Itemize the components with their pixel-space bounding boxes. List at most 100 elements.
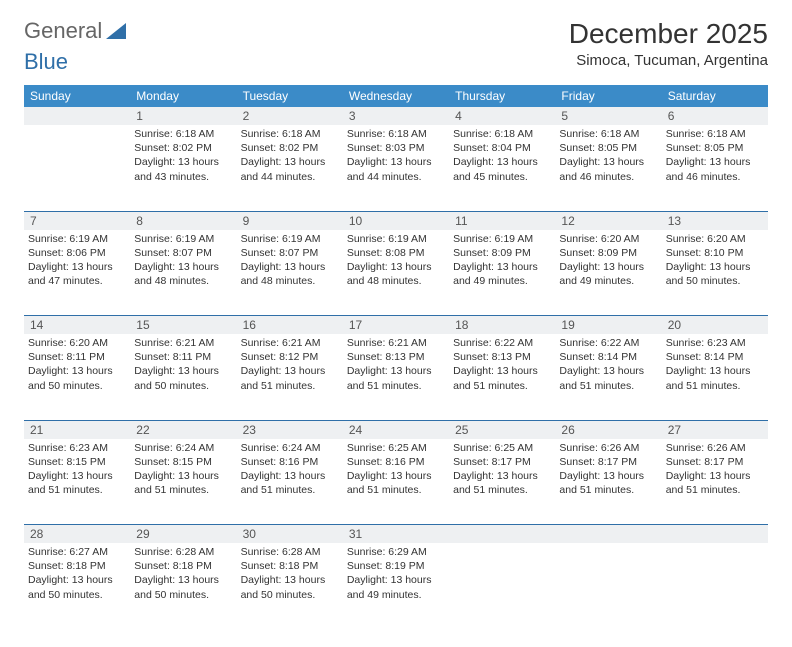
- logo-triangle-icon: [106, 23, 126, 39]
- day-cell: Sunrise: 6:18 AMSunset: 8:02 PMDaylight:…: [237, 125, 343, 211]
- day-number: 14: [24, 316, 130, 335]
- day-number: 6: [662, 107, 768, 125]
- day-cell: Sunrise: 6:18 AMSunset: 8:04 PMDaylight:…: [449, 125, 555, 211]
- day-cell: Sunrise: 6:18 AMSunset: 8:05 PMDaylight:…: [555, 125, 661, 211]
- calendar-table: Sunday Monday Tuesday Wednesday Thursday…: [24, 85, 768, 629]
- day-cell: Sunrise: 6:22 AMSunset: 8:14 PMDaylight:…: [555, 334, 661, 420]
- day-cell: Sunrise: 6:28 AMSunset: 8:18 PMDaylight:…: [237, 543, 343, 629]
- day-details: Sunrise: 6:19 AMSunset: 8:06 PMDaylight:…: [28, 230, 126, 289]
- day-cell: Sunrise: 6:24 AMSunset: 8:15 PMDaylight:…: [130, 439, 236, 525]
- day-details: Sunrise: 6:23 AMSunset: 8:15 PMDaylight:…: [28, 439, 126, 498]
- week-row: Sunrise: 6:20 AMSunset: 8:11 PMDaylight:…: [24, 334, 768, 420]
- day-number: 24: [343, 420, 449, 439]
- day-cell: Sunrise: 6:26 AMSunset: 8:17 PMDaylight:…: [555, 439, 661, 525]
- day-details: Sunrise: 6:19 AMSunset: 8:07 PMDaylight:…: [241, 230, 339, 289]
- day-number: 23: [237, 420, 343, 439]
- day-number: 8: [130, 211, 236, 230]
- weekday-header: Monday: [130, 85, 236, 107]
- day-details: Sunrise: 6:25 AMSunset: 8:16 PMDaylight:…: [347, 439, 445, 498]
- day-cell: Sunrise: 6:22 AMSunset: 8:13 PMDaylight:…: [449, 334, 555, 420]
- day-cell: Sunrise: 6:19 AMSunset: 8:09 PMDaylight:…: [449, 230, 555, 316]
- weekday-header: Wednesday: [343, 85, 449, 107]
- day-cell: Sunrise: 6:25 AMSunset: 8:16 PMDaylight:…: [343, 439, 449, 525]
- day-details: Sunrise: 6:18 AMSunset: 8:05 PMDaylight:…: [559, 125, 657, 184]
- day-cell: Sunrise: 6:19 AMSunset: 8:07 PMDaylight:…: [237, 230, 343, 316]
- day-number: 18: [449, 316, 555, 335]
- day-details: Sunrise: 6:18 AMSunset: 8:02 PMDaylight:…: [134, 125, 232, 184]
- day-number: 26: [555, 420, 661, 439]
- day-cell: Sunrise: 6:20 AMSunset: 8:09 PMDaylight:…: [555, 230, 661, 316]
- day-details: Sunrise: 6:23 AMSunset: 8:14 PMDaylight:…: [666, 334, 764, 393]
- day-details: Sunrise: 6:29 AMSunset: 8:19 PMDaylight:…: [347, 543, 445, 602]
- day-number: 28: [24, 525, 130, 544]
- day-cell: Sunrise: 6:24 AMSunset: 8:16 PMDaylight:…: [237, 439, 343, 525]
- day-number: 31: [343, 525, 449, 544]
- logo-text-general: General: [24, 18, 102, 44]
- day-details: Sunrise: 6:26 AMSunset: 8:17 PMDaylight:…: [559, 439, 657, 498]
- day-number: 20: [662, 316, 768, 335]
- week-row: Sunrise: 6:27 AMSunset: 8:18 PMDaylight:…: [24, 543, 768, 629]
- day-number: 30: [237, 525, 343, 544]
- day-cell: [24, 125, 130, 211]
- day-details: Sunrise: 6:21 AMSunset: 8:13 PMDaylight:…: [347, 334, 445, 393]
- week-row: Sunrise: 6:18 AMSunset: 8:02 PMDaylight:…: [24, 125, 768, 211]
- day-details: Sunrise: 6:21 AMSunset: 8:11 PMDaylight:…: [134, 334, 232, 393]
- day-cell: Sunrise: 6:20 AMSunset: 8:11 PMDaylight:…: [24, 334, 130, 420]
- day-cell: Sunrise: 6:26 AMSunset: 8:17 PMDaylight:…: [662, 439, 768, 525]
- day-number: 13: [662, 211, 768, 230]
- day-number: 10: [343, 211, 449, 230]
- day-details: Sunrise: 6:19 AMSunset: 8:07 PMDaylight:…: [134, 230, 232, 289]
- day-number: 1: [130, 107, 236, 125]
- day-number: 15: [130, 316, 236, 335]
- day-cell: [555, 543, 661, 629]
- day-cell: Sunrise: 6:18 AMSunset: 8:02 PMDaylight:…: [130, 125, 236, 211]
- day-details: Sunrise: 6:22 AMSunset: 8:13 PMDaylight:…: [453, 334, 551, 393]
- day-details: Sunrise: 6:20 AMSunset: 8:09 PMDaylight:…: [559, 230, 657, 289]
- day-cell: Sunrise: 6:25 AMSunset: 8:17 PMDaylight:…: [449, 439, 555, 525]
- day-number: 27: [662, 420, 768, 439]
- week-row: Sunrise: 6:19 AMSunset: 8:06 PMDaylight:…: [24, 230, 768, 316]
- day-cell: Sunrise: 6:18 AMSunset: 8:05 PMDaylight:…: [662, 125, 768, 211]
- day-cell: Sunrise: 6:19 AMSunset: 8:06 PMDaylight:…: [24, 230, 130, 316]
- weekday-header-row: Sunday Monday Tuesday Wednesday Thursday…: [24, 85, 768, 107]
- day-number-row: 28293031: [24, 525, 768, 544]
- day-number-row: 123456: [24, 107, 768, 125]
- day-number: 2: [237, 107, 343, 125]
- day-cell: Sunrise: 6:21 AMSunset: 8:13 PMDaylight:…: [343, 334, 449, 420]
- weekday-header: Tuesday: [237, 85, 343, 107]
- day-number: 3: [343, 107, 449, 125]
- day-number: 11: [449, 211, 555, 230]
- day-number: 19: [555, 316, 661, 335]
- day-details: Sunrise: 6:25 AMSunset: 8:17 PMDaylight:…: [453, 439, 551, 498]
- day-details: Sunrise: 6:18 AMSunset: 8:02 PMDaylight:…: [241, 125, 339, 184]
- day-number: 7: [24, 211, 130, 230]
- logo: General: [24, 18, 128, 44]
- day-number: 5: [555, 107, 661, 125]
- day-number: 12: [555, 211, 661, 230]
- day-details: Sunrise: 6:26 AMSunset: 8:17 PMDaylight:…: [666, 439, 764, 498]
- day-details: Sunrise: 6:28 AMSunset: 8:18 PMDaylight:…: [134, 543, 232, 602]
- day-details: Sunrise: 6:24 AMSunset: 8:15 PMDaylight:…: [134, 439, 232, 498]
- day-number-row: 78910111213: [24, 211, 768, 230]
- day-details: Sunrise: 6:18 AMSunset: 8:05 PMDaylight:…: [666, 125, 764, 184]
- day-number: 16: [237, 316, 343, 335]
- day-details: Sunrise: 6:18 AMSunset: 8:04 PMDaylight:…: [453, 125, 551, 184]
- weekday-header: Sunday: [24, 85, 130, 107]
- day-number-row: 14151617181920: [24, 316, 768, 335]
- day-number: [24, 107, 130, 125]
- day-details: Sunrise: 6:28 AMSunset: 8:18 PMDaylight:…: [241, 543, 339, 602]
- day-details: Sunrise: 6:21 AMSunset: 8:12 PMDaylight:…: [241, 334, 339, 393]
- day-number: [662, 525, 768, 544]
- day-number: 21: [24, 420, 130, 439]
- month-title: December 2025: [569, 18, 768, 50]
- day-cell: Sunrise: 6:29 AMSunset: 8:19 PMDaylight:…: [343, 543, 449, 629]
- day-number-row: 21222324252627: [24, 420, 768, 439]
- day-number: 29: [130, 525, 236, 544]
- day-number: 25: [449, 420, 555, 439]
- week-row: Sunrise: 6:23 AMSunset: 8:15 PMDaylight:…: [24, 439, 768, 525]
- day-cell: Sunrise: 6:19 AMSunset: 8:08 PMDaylight:…: [343, 230, 449, 316]
- day-details: Sunrise: 6:27 AMSunset: 8:18 PMDaylight:…: [28, 543, 126, 602]
- day-number: 4: [449, 107, 555, 125]
- logo-text-blue: Blue: [24, 49, 68, 74]
- day-details: Sunrise: 6:19 AMSunset: 8:09 PMDaylight:…: [453, 230, 551, 289]
